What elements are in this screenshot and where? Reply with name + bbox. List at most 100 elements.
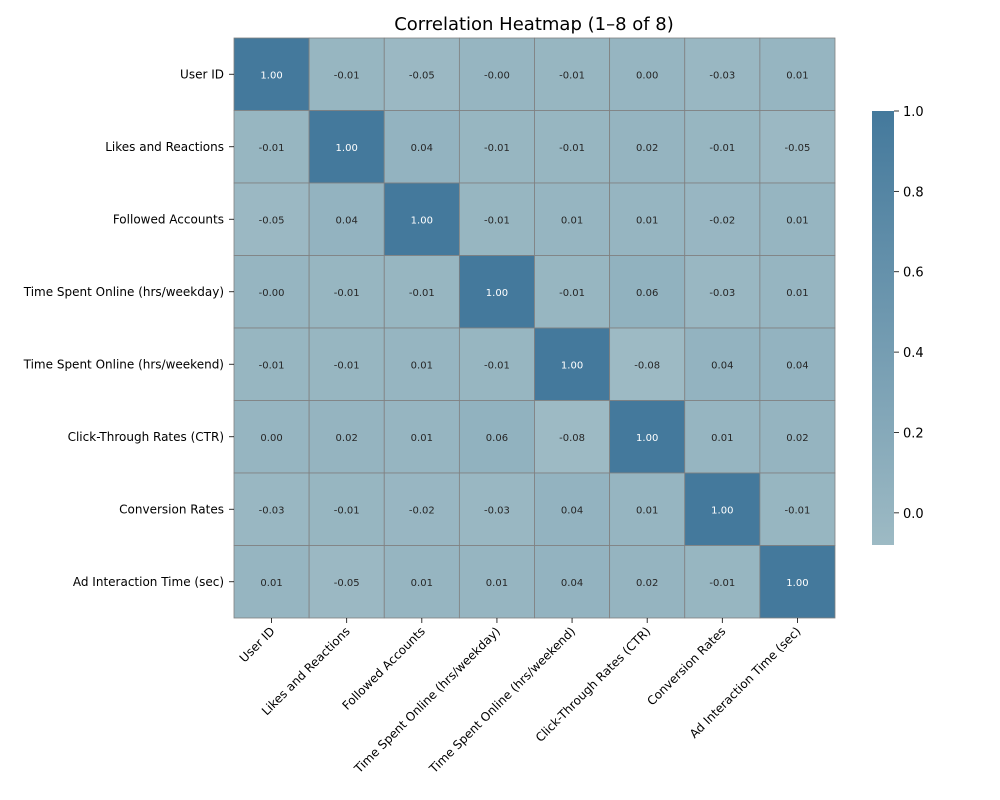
heatmap-cell xyxy=(534,400,611,474)
heatmap-cell xyxy=(684,327,761,401)
colorbar-tick-label: 0.0 xyxy=(903,507,924,522)
cell-value-label: 0.01 xyxy=(260,578,282,589)
cell-value-label: 0.01 xyxy=(636,215,658,226)
heatmap-cell xyxy=(458,327,535,401)
cell-value-label: 0.06 xyxy=(636,288,658,299)
heatmap-cell xyxy=(534,255,611,329)
chart-title: Correlation Heatmap (1–8 of 8) xyxy=(394,14,674,35)
cell-value-label: -0.08 xyxy=(559,433,585,444)
cell-value-label: 1.00 xyxy=(561,360,583,371)
cell-value-label: -0.05 xyxy=(334,578,360,589)
cell-value-label: 1.00 xyxy=(336,143,358,154)
heatmap-cell xyxy=(684,472,761,546)
heatmap-cell xyxy=(684,110,761,184)
heatmap-cell xyxy=(233,182,310,256)
cell-value-label: -0.01 xyxy=(334,70,360,81)
colorbar-tick-label: 0.8 xyxy=(903,185,924,200)
cell-value-label: -0.01 xyxy=(334,360,360,371)
heatmap-cell xyxy=(383,472,460,546)
cell-value-label: 0.00 xyxy=(636,70,658,81)
heatmap-cell xyxy=(383,255,460,329)
heatmap-cell xyxy=(684,255,761,329)
heatmap-cell xyxy=(759,182,836,256)
x-tick-label: Conversion Rates xyxy=(644,624,728,708)
cell-value-label: 0.04 xyxy=(411,143,433,154)
cell-value-label: -0.02 xyxy=(709,215,735,226)
cell-value-label: -0.01 xyxy=(484,215,510,226)
y-axis-labels: User ID Likes and Reactions Followed Accou… xyxy=(23,67,234,589)
cell-value-label: 0.04 xyxy=(786,360,808,371)
cell-value-label: -0.05 xyxy=(409,70,435,81)
heatmap-cell xyxy=(458,182,535,256)
heatmap-cell xyxy=(534,37,611,111)
heatmap-cell xyxy=(383,327,460,401)
cell-value-label: 0.01 xyxy=(411,578,433,589)
cell-value-label: 1.00 xyxy=(411,215,433,226)
heatmap-cell xyxy=(684,400,761,474)
colorbar-tick-label: 0.6 xyxy=(903,266,924,281)
cell-value-label: 0.01 xyxy=(411,360,433,371)
cell-value-label: 0.01 xyxy=(411,433,433,444)
heatmap-cell xyxy=(759,400,836,474)
heatmap-cell xyxy=(308,37,385,111)
cell-value-label: -0.01 xyxy=(785,505,811,516)
cell-value-label: 1.00 xyxy=(636,433,658,444)
cell-value-label: -0.01 xyxy=(709,578,735,589)
cell-value-label: 0.06 xyxy=(486,433,508,444)
y-tick-label: Time Spent Online (hrs/weekend) xyxy=(23,357,224,371)
cell-value-label: 0.01 xyxy=(636,505,658,516)
heatmap-cell xyxy=(383,400,460,474)
heatmap-cell xyxy=(759,545,836,619)
colorbar-tick-label: 1.0 xyxy=(903,105,924,120)
cell-value-label: 0.04 xyxy=(561,505,583,516)
cell-value-label: 1.00 xyxy=(486,288,508,299)
cell-value-label: 1.00 xyxy=(711,505,733,516)
y-tick-label: User ID xyxy=(180,67,224,81)
cell-value-label: 0.04 xyxy=(561,578,583,589)
colorbar-gradient xyxy=(872,111,894,545)
x-tick-label: Time Spent Online (hrs/weekend) xyxy=(426,624,578,776)
cell-value-label: 0.02 xyxy=(636,578,658,589)
heatmap-cell xyxy=(458,255,535,329)
cell-value-label: -0.03 xyxy=(709,70,735,81)
y-tick-label: Click-Through Rates (CTR) xyxy=(68,430,224,444)
y-tick-label: Likes and Reactions xyxy=(105,140,224,154)
heatmap-cell xyxy=(684,182,761,256)
heatmap-cell xyxy=(759,37,836,111)
heatmap-cell xyxy=(233,37,310,111)
cell-value-label: 1.00 xyxy=(786,578,808,589)
cell-value-label: -0.01 xyxy=(709,143,735,154)
colorbar-tick-label: 0.2 xyxy=(903,426,924,441)
cell-value-label: -0.01 xyxy=(559,288,585,299)
cell-value-label: -0.01 xyxy=(484,360,510,371)
heatmap-cell xyxy=(308,182,385,256)
heatmap-cell xyxy=(534,545,611,619)
heatmap-cell xyxy=(609,110,686,184)
colorbar-tick-label: 0.4 xyxy=(903,346,924,361)
heatmap-cell xyxy=(383,37,460,111)
heatmap-cell xyxy=(759,327,836,401)
x-tick-label: Time Spent Online (hrs/weekday) xyxy=(351,624,503,776)
x-tick-label: Followed Accounts xyxy=(339,624,428,713)
cell-value-label: 0.02 xyxy=(336,433,358,444)
heatmap-cell xyxy=(534,327,611,401)
heatmap-cell xyxy=(609,37,686,111)
heatmap-cell xyxy=(609,400,686,474)
heatmap-cell xyxy=(458,37,535,111)
cell-value-label: 0.01 xyxy=(786,70,808,81)
cell-value-label: -0.01 xyxy=(334,505,360,516)
x-tick-label: User ID xyxy=(237,624,278,665)
colorbar: 0.0 0.2 0.4 0.6 0.8 1.0 xyxy=(872,105,924,545)
cell-value-label: 0.01 xyxy=(561,215,583,226)
heatmap-cell xyxy=(759,110,836,184)
cell-value-label: 0.01 xyxy=(486,578,508,589)
heatmap-cell xyxy=(609,182,686,256)
heatmap-cell xyxy=(308,400,385,474)
heatmap-cells: 1.00 -0.01 -0.05 -0.00 -0.01 0.00 -0.03 0.01 -0.… xyxy=(233,37,836,619)
heatmap-cell xyxy=(609,327,686,401)
colorbar-ticks: 0.0 0.2 0.4 0.6 0.8 1.0 xyxy=(894,105,924,522)
heatmap-cell xyxy=(383,545,460,619)
cell-value-label: -0.01 xyxy=(259,360,285,371)
cell-value-label: 0.04 xyxy=(336,215,358,226)
